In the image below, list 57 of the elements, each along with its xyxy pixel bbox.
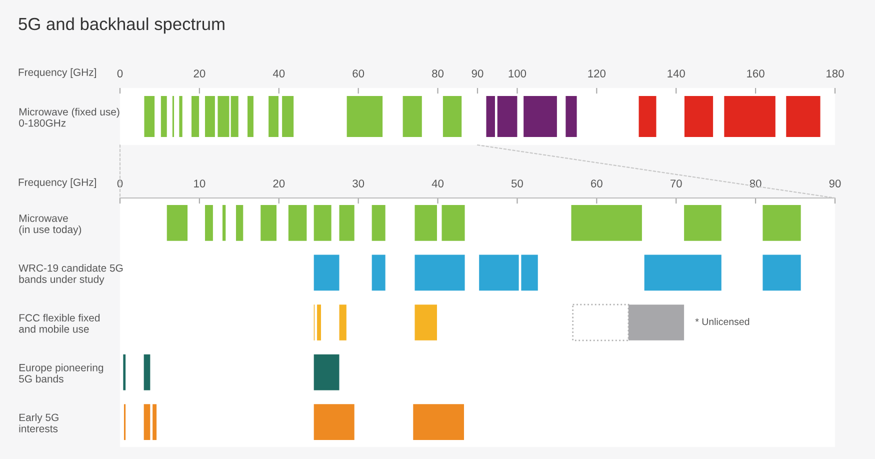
bar xyxy=(571,204,642,241)
x-tick-label: 40 xyxy=(272,70,285,78)
x-tick-label: 140 xyxy=(668,70,685,78)
bar xyxy=(248,96,254,138)
x-tick-label: 90 xyxy=(472,70,484,78)
bar xyxy=(218,96,230,138)
y-tick-label: Microwave (fixed use) 0-180GHz xyxy=(19,108,120,127)
x-tick-label: 50 xyxy=(511,180,523,188)
y-tick-label: WRC-19 candidate 5G bands under study xyxy=(18,264,123,285)
bar xyxy=(486,96,495,138)
bar xyxy=(684,96,714,138)
x-tick-label: 120 xyxy=(588,70,606,78)
bar xyxy=(346,96,383,138)
bar xyxy=(230,96,238,138)
x-tick-label: 40 xyxy=(432,180,444,188)
bar xyxy=(144,96,155,138)
y-tick-label: Europe pioneering 5G bands xyxy=(19,364,104,383)
x-tick-label: 180 xyxy=(826,70,844,78)
x-tick-label: 70 xyxy=(670,180,682,188)
annotation: * Unlicensed xyxy=(695,318,750,326)
x-axis-title: Frequency [GHz] xyxy=(18,178,96,188)
x-tick-label: 10 xyxy=(194,180,206,188)
bar xyxy=(205,96,215,138)
bar xyxy=(786,96,820,138)
bar xyxy=(497,96,518,138)
y-tick-label: Early 5G interests xyxy=(19,413,58,432)
bar xyxy=(638,96,656,138)
bar xyxy=(724,96,776,138)
bar xyxy=(566,96,577,138)
y-tick-label: FCC flexible fixed and mobile use xyxy=(19,314,100,333)
bar xyxy=(524,96,557,138)
x-tick-label: 60 xyxy=(591,180,602,188)
bar xyxy=(762,204,801,241)
chart-title: 5G and backhaul spectrum xyxy=(18,17,224,34)
bar xyxy=(192,96,200,138)
bar xyxy=(442,204,465,241)
bar xyxy=(160,96,167,138)
bar xyxy=(684,204,722,241)
bar xyxy=(268,96,278,138)
x-tick-label: 60 xyxy=(352,70,364,78)
bar xyxy=(179,96,182,138)
bar xyxy=(414,204,437,241)
x-tick-label: 20 xyxy=(273,180,285,188)
x-tick-label: 80 xyxy=(432,70,444,78)
x-tick-label: 100 xyxy=(508,70,526,78)
x-tick-label: 0 xyxy=(117,70,123,78)
x-tick-label: 160 xyxy=(747,70,764,78)
bar xyxy=(442,96,462,138)
bar xyxy=(282,96,294,138)
bar xyxy=(402,96,422,138)
x-tick-label: 30 xyxy=(352,180,364,188)
x-tick-label: 20 xyxy=(194,70,206,78)
x-tick-label: 90 xyxy=(829,180,841,188)
y-tick-label: Microwave (in use today) xyxy=(19,214,82,236)
x-axis-title: Frequency [GHz] xyxy=(18,68,96,78)
bar xyxy=(339,204,354,241)
bar xyxy=(372,204,386,241)
